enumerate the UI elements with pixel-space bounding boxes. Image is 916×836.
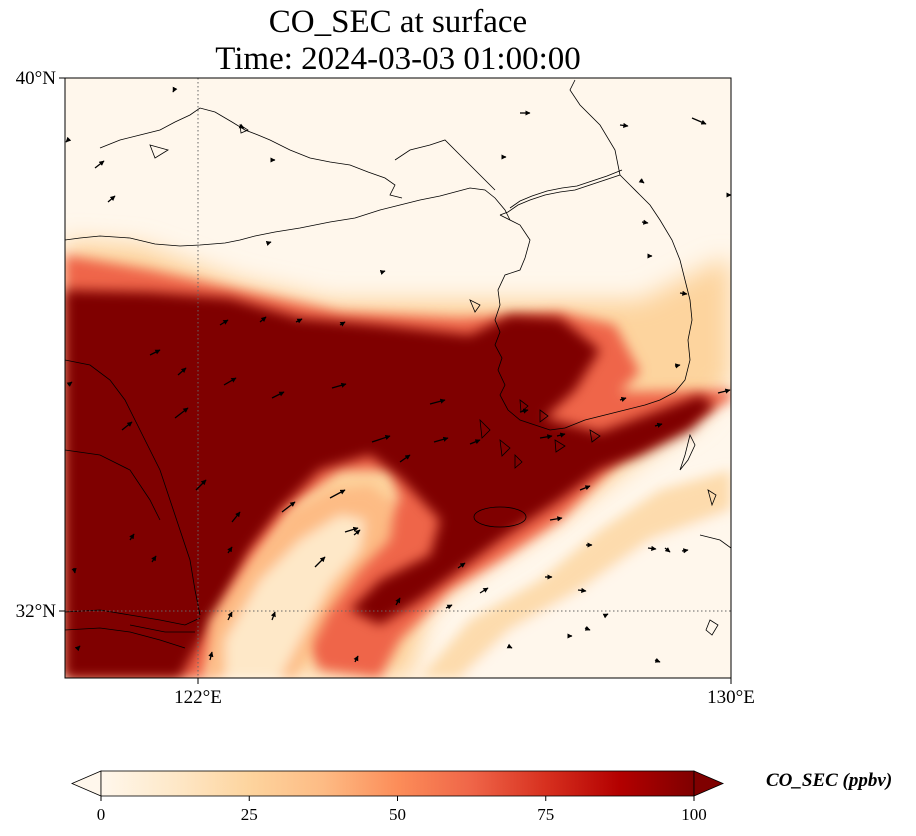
wind-vector-arrow (271, 391, 285, 399)
wind-vector-arrow (679, 290, 688, 296)
wind-vector-arrow (65, 136, 72, 143)
colorbar-extend-max (693, 770, 725, 797)
wind-vector-arrow (177, 367, 187, 376)
lat-tick-label: 40°N (16, 68, 57, 89)
concentration-field (65, 78, 731, 678)
wind-vector-arrow (479, 587, 489, 594)
wind-vector-arrow (674, 363, 681, 369)
wind-vector-arrow (399, 454, 411, 463)
wind-vector-arrow (549, 516, 563, 522)
wind-vector-arrow (539, 434, 553, 440)
colorbar: 0 25 50 75 100 (70, 770, 725, 824)
wind-vector-arrow (584, 625, 591, 631)
wind-vector-arrow (265, 241, 272, 246)
wind-vector-arrow (457, 562, 466, 569)
wind-vector-arrow (638, 178, 645, 184)
colorbar-tick-label: 100 (681, 805, 707, 824)
wind-vector-arrow (74, 645, 81, 652)
colorbar-tick-label: 50 (389, 805, 406, 824)
wind-vector-arrow (353, 529, 361, 536)
gridlines (65, 78, 731, 678)
wind-vector-arrow (151, 555, 157, 563)
wind-vector-arrow (339, 321, 346, 327)
wind-vector-arrow (94, 160, 105, 169)
wind-vector-arrow (654, 422, 663, 428)
wind-vector-arrow (691, 117, 707, 125)
wind-vector-arrow (654, 657, 661, 663)
colorbar-tick-label: 0 (97, 805, 106, 824)
wind-vector-arrow (121, 421, 133, 431)
wind-vector-arrow (195, 479, 207, 491)
wind-vector-arrow (314, 556, 326, 568)
wind-vector-arrow (647, 545, 657, 551)
wind-vector-arrow (379, 270, 386, 275)
wind-vector-arrow (717, 388, 731, 394)
wind-vector-arrow (149, 349, 161, 356)
wind-vector-arrow (281, 501, 296, 513)
lon-tick-label: 122°E (174, 687, 222, 708)
wind-vector-arrow (107, 195, 116, 203)
wind-vector-arrow (208, 651, 214, 661)
wind-vector-arrow (353, 655, 359, 663)
wind-vector-arrow (445, 604, 453, 610)
colorbar-bar (100, 770, 695, 797)
wind-vector-arrow (371, 435, 391, 443)
wind-vector-arrow (469, 439, 481, 445)
wind-vector-arrow (556, 432, 566, 438)
wind-vector-arrow (619, 122, 629, 128)
colorbar-extend-min (70, 770, 102, 797)
wind-vector-arrow (433, 436, 449, 443)
wind-vector-arrow (577, 587, 587, 593)
wind-vector-arrow (519, 408, 529, 414)
wind-vector-arrow (429, 398, 446, 405)
coastlines (65, 79, 731, 649)
wind-vector-arrow (331, 382, 347, 389)
wind-vector-arrow (219, 319, 229, 326)
chart-title-line1: CO_SEC at surface (268, 4, 528, 40)
lon-tick-label: 130°E (707, 687, 755, 708)
colorbar-tick-label: 75 (537, 805, 554, 824)
wind-vector-arrow (227, 546, 233, 554)
wind-vector-arrow (174, 407, 189, 419)
colorbar-tick-label: 25 (241, 805, 258, 824)
wind-vector-arrow (579, 485, 591, 491)
map-frame (64, 77, 732, 679)
wind-vector-arrow (664, 547, 671, 553)
wind-vector-arrow (223, 377, 237, 386)
wind-vector-arrow (231, 511, 241, 523)
wind-vector-arrow (238, 123, 245, 129)
wind-vector-arrow (641, 219, 649, 225)
wind-vector-arrow (329, 489, 346, 499)
clean-air-tongue (205, 470, 731, 678)
lat-tick-label: 32°N (16, 601, 57, 622)
wind-vector-arrow (602, 613, 609, 619)
wind-vectors (65, 86, 731, 663)
wind-vector-arrow (506, 643, 513, 649)
wind-vector-arrow (681, 548, 689, 554)
wind-vector-arrow (71, 567, 77, 574)
chart-title-line2: Time: 2024-03-03 01:00:00 (215, 41, 581, 77)
wind-vector-arrow (395, 597, 401, 606)
wind-vector-arrow (619, 397, 627, 402)
wind-vector-arrow (227, 611, 233, 621)
wind-vector-arrow (344, 526, 359, 533)
wind-vector-arrow (270, 611, 276, 621)
wind-vector-arrow (172, 86, 178, 93)
wind-vector-arrow (259, 316, 267, 323)
wind-vector-arrow (295, 318, 303, 324)
wind-vector-arrow (66, 381, 73, 387)
colorbar-label: CO_SEC (ppbv) (766, 770, 893, 791)
wind-vector-arrow (129, 533, 135, 541)
